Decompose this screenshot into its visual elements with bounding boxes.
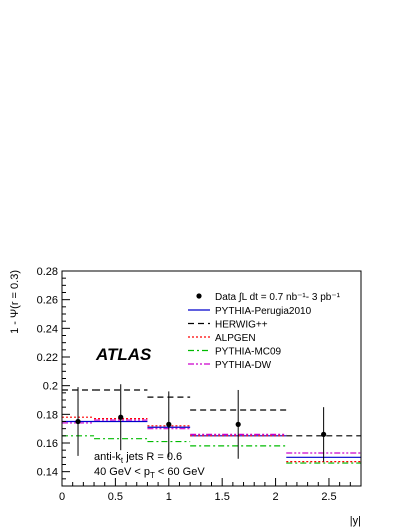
- annotation-pt-range: 40 GeV < pT < 60 GeV: [94, 466, 205, 480]
- y-tick-label: 0.2: [43, 381, 58, 393]
- data-point: [118, 414, 124, 420]
- y-tick-label: 0.24: [37, 323, 58, 335]
- y-tick-label: 0.22: [37, 352, 58, 364]
- y-tick-label: 0.28: [37, 266, 58, 278]
- x-tick-label: 2: [273, 491, 279, 503]
- legend-label: ALPGEN: [215, 333, 256, 344]
- data-point: [166, 421, 172, 427]
- legend-label: HERWIG++: [215, 320, 268, 331]
- data-point: [235, 421, 241, 427]
- y-axis-label: 1 - Ψ(r = 0.3): [9, 270, 21, 334]
- legend-label: PYTHIA-DW: [215, 360, 272, 371]
- legend-label-data: Data ∫L dt = 0.7 nb⁻¹- 3 pb⁻¹: [215, 292, 341, 303]
- legend-marker-data: [196, 293, 202, 299]
- y-tick-label: 0.14: [37, 467, 58, 479]
- legend-label: PYTHIA-MC09: [215, 347, 282, 358]
- legend-label: PYTHIA-Perugia2010: [215, 306, 312, 317]
- y-tick-label: 0.16: [37, 438, 58, 450]
- y-tick-label: 0.26: [37, 295, 58, 307]
- x-axis-label: |y|: [350, 515, 361, 527]
- x-tick-label: 0: [59, 491, 65, 503]
- x-tick-label: 1: [166, 491, 172, 503]
- atlas-logo: ATLAS: [95, 345, 152, 364]
- x-tick-label: 2.5: [321, 491, 336, 503]
- plot-area: [62, 384, 361, 464]
- data-point: [321, 431, 327, 437]
- annotation-jets: anti-kt jets R = 0.6: [94, 451, 182, 465]
- legend: Data ∫L dt = 0.7 nb⁻¹- 3 pb⁻¹ PYTHIA-Peru…: [188, 292, 341, 371]
- data-point: [75, 418, 81, 425]
- y-tick-label: 0.18: [37, 409, 58, 421]
- axes: 0 0.5 1 1.5 2 2.5 0.14 0.16 0.18 0.2 0.22 0.24 0.26 0…: [37, 266, 362, 503]
- x-tick-label: 1.5: [215, 491, 230, 503]
- x-tick-label: 0.5: [108, 491, 123, 503]
